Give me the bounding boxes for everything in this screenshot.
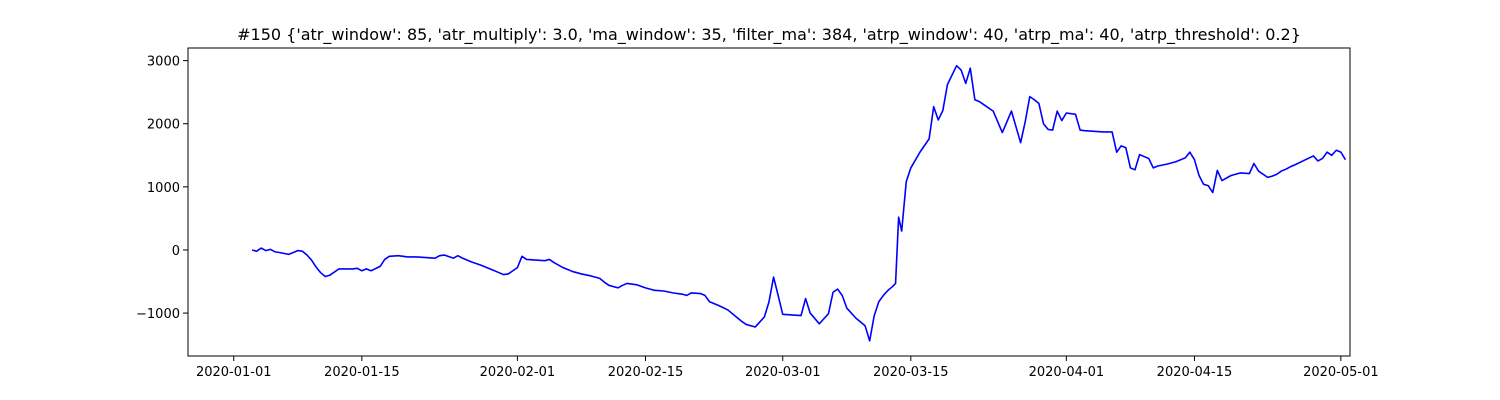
series-layer bbox=[251, 64, 1347, 342]
x-axis: 2020-01-01 2020-01-15 2020-02-01 2020-02-15… bbox=[196, 356, 1379, 380]
series-line bbox=[251, 64, 1347, 342]
x-tick-label: 2020-01-01 bbox=[196, 365, 272, 380]
y-tick-label: 3000 bbox=[147, 55, 180, 70]
y-tick-label: 2000 bbox=[147, 118, 180, 133]
plot-area bbox=[187, 47, 1351, 357]
x-tick-label: 2020-03-01 bbox=[745, 365, 821, 380]
y-tick-label: 0 bbox=[172, 244, 180, 259]
x-tick-label: 2020-04-15 bbox=[1157, 365, 1233, 380]
y-tick-label: −1000 bbox=[136, 307, 180, 322]
y-tick-label: 1000 bbox=[147, 181, 180, 196]
x-tick-label: 2020-02-01 bbox=[480, 365, 556, 380]
chart-title: #150 {'atr_window': 85, 'atr_multiply': … bbox=[237, 25, 1301, 45]
axes-frame bbox=[187, 47, 1351, 357]
x-tick-label: 2020-04-01 bbox=[1029, 365, 1105, 380]
x-tick-label: 2020-02-15 bbox=[608, 365, 684, 380]
y-axis: −1000 0 1000 2000 3000 bbox=[136, 55, 188, 322]
x-tick-label: 2020-03-15 bbox=[873, 365, 949, 380]
x-tick-label: 2020-05-01 bbox=[1303, 365, 1379, 380]
x-tick-label: 2020-01-15 bbox=[324, 365, 400, 380]
